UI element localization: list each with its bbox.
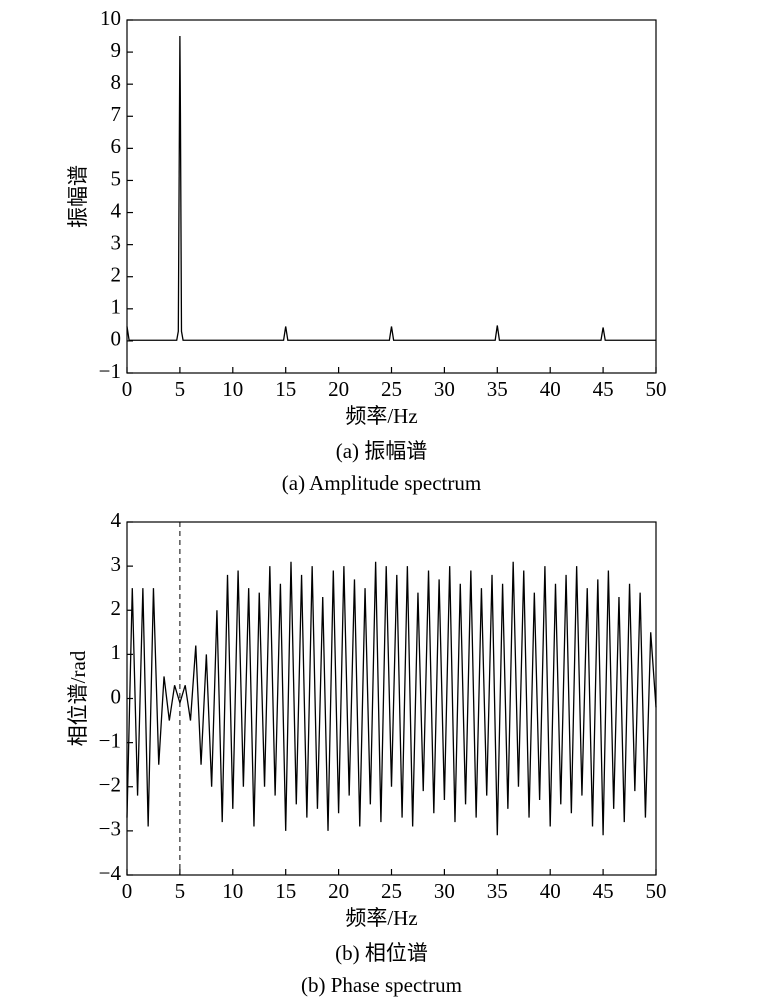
x-tick-label: 10	[222, 377, 243, 401]
x-tick-label: 40	[540, 879, 561, 903]
y-tick-label: −4	[99, 861, 122, 885]
x-tick-label: 40	[540, 377, 561, 401]
y-tick-label: −2	[99, 773, 121, 797]
y-tick-label: 2	[111, 596, 122, 620]
x-tick-label: 0	[122, 377, 133, 401]
x-tick-label: 35	[487, 879, 508, 903]
y-tick-label: 4	[111, 508, 122, 532]
x-tick-label: 5	[175, 377, 186, 401]
x-tick-label: 25	[381, 377, 402, 401]
y-tick-label: 0	[111, 684, 122, 708]
x-tick-label: 15	[275, 377, 296, 401]
x-tick-label: 25	[381, 879, 402, 903]
y-tick-label: 7	[111, 102, 122, 126]
x-tick-label: 45	[593, 879, 614, 903]
line	[126, 36, 656, 341]
x-axis-label: 频率/Hz	[345, 404, 417, 428]
plot-frame	[126, 19, 657, 374]
y-tick-label: 5	[111, 166, 122, 190]
y-tick-label: 6	[111, 134, 122, 158]
y-tick-label: 1	[111, 640, 122, 664]
x-tick-label: 50	[646, 377, 667, 401]
x-tick-label: 5	[175, 879, 186, 903]
y-tick-label: 4	[111, 198, 122, 222]
y-tick-label: −1	[99, 728, 121, 752]
y-tick-label: 9	[111, 38, 122, 62]
y-tick-label: 3	[111, 230, 122, 254]
x-tick-label: 10	[222, 879, 243, 903]
y-tick-label: 0	[111, 327, 122, 351]
y-tick-label: 2	[111, 263, 122, 287]
x-axis-label: 频率/Hz	[345, 906, 417, 930]
x-tick-label: 50	[646, 879, 667, 903]
x-tick-label: 15	[275, 879, 296, 903]
caption: (a) 振幅谱	[336, 439, 428, 463]
y-tick-label: 10	[100, 6, 121, 30]
caption-en: (a) Amplitude spectrum	[282, 471, 481, 495]
caption: (b) 相位谱	[335, 941, 428, 965]
line	[126, 561, 657, 836]
y-axis-label: 振幅谱	[66, 165, 90, 228]
x-tick-label: 35	[487, 377, 508, 401]
x-tick-label: 0	[122, 879, 133, 903]
y-tick-label: 3	[111, 552, 122, 576]
y-tick-label: 1	[111, 295, 122, 319]
y-tick-label: −1	[99, 359, 121, 383]
x-tick-label: 45	[593, 377, 614, 401]
x-tick-label: 30	[434, 879, 455, 903]
x-tick-label: 20	[328, 377, 349, 401]
x-tick-label: 30	[434, 377, 455, 401]
y-tick-label: −3	[99, 817, 121, 841]
y-tick-label: 8	[111, 70, 122, 94]
y-axis-label: 相位谱/rad	[66, 650, 90, 746]
x-tick-label: 20	[328, 879, 349, 903]
caption-en: (b) Phase spectrum	[301, 973, 462, 997]
